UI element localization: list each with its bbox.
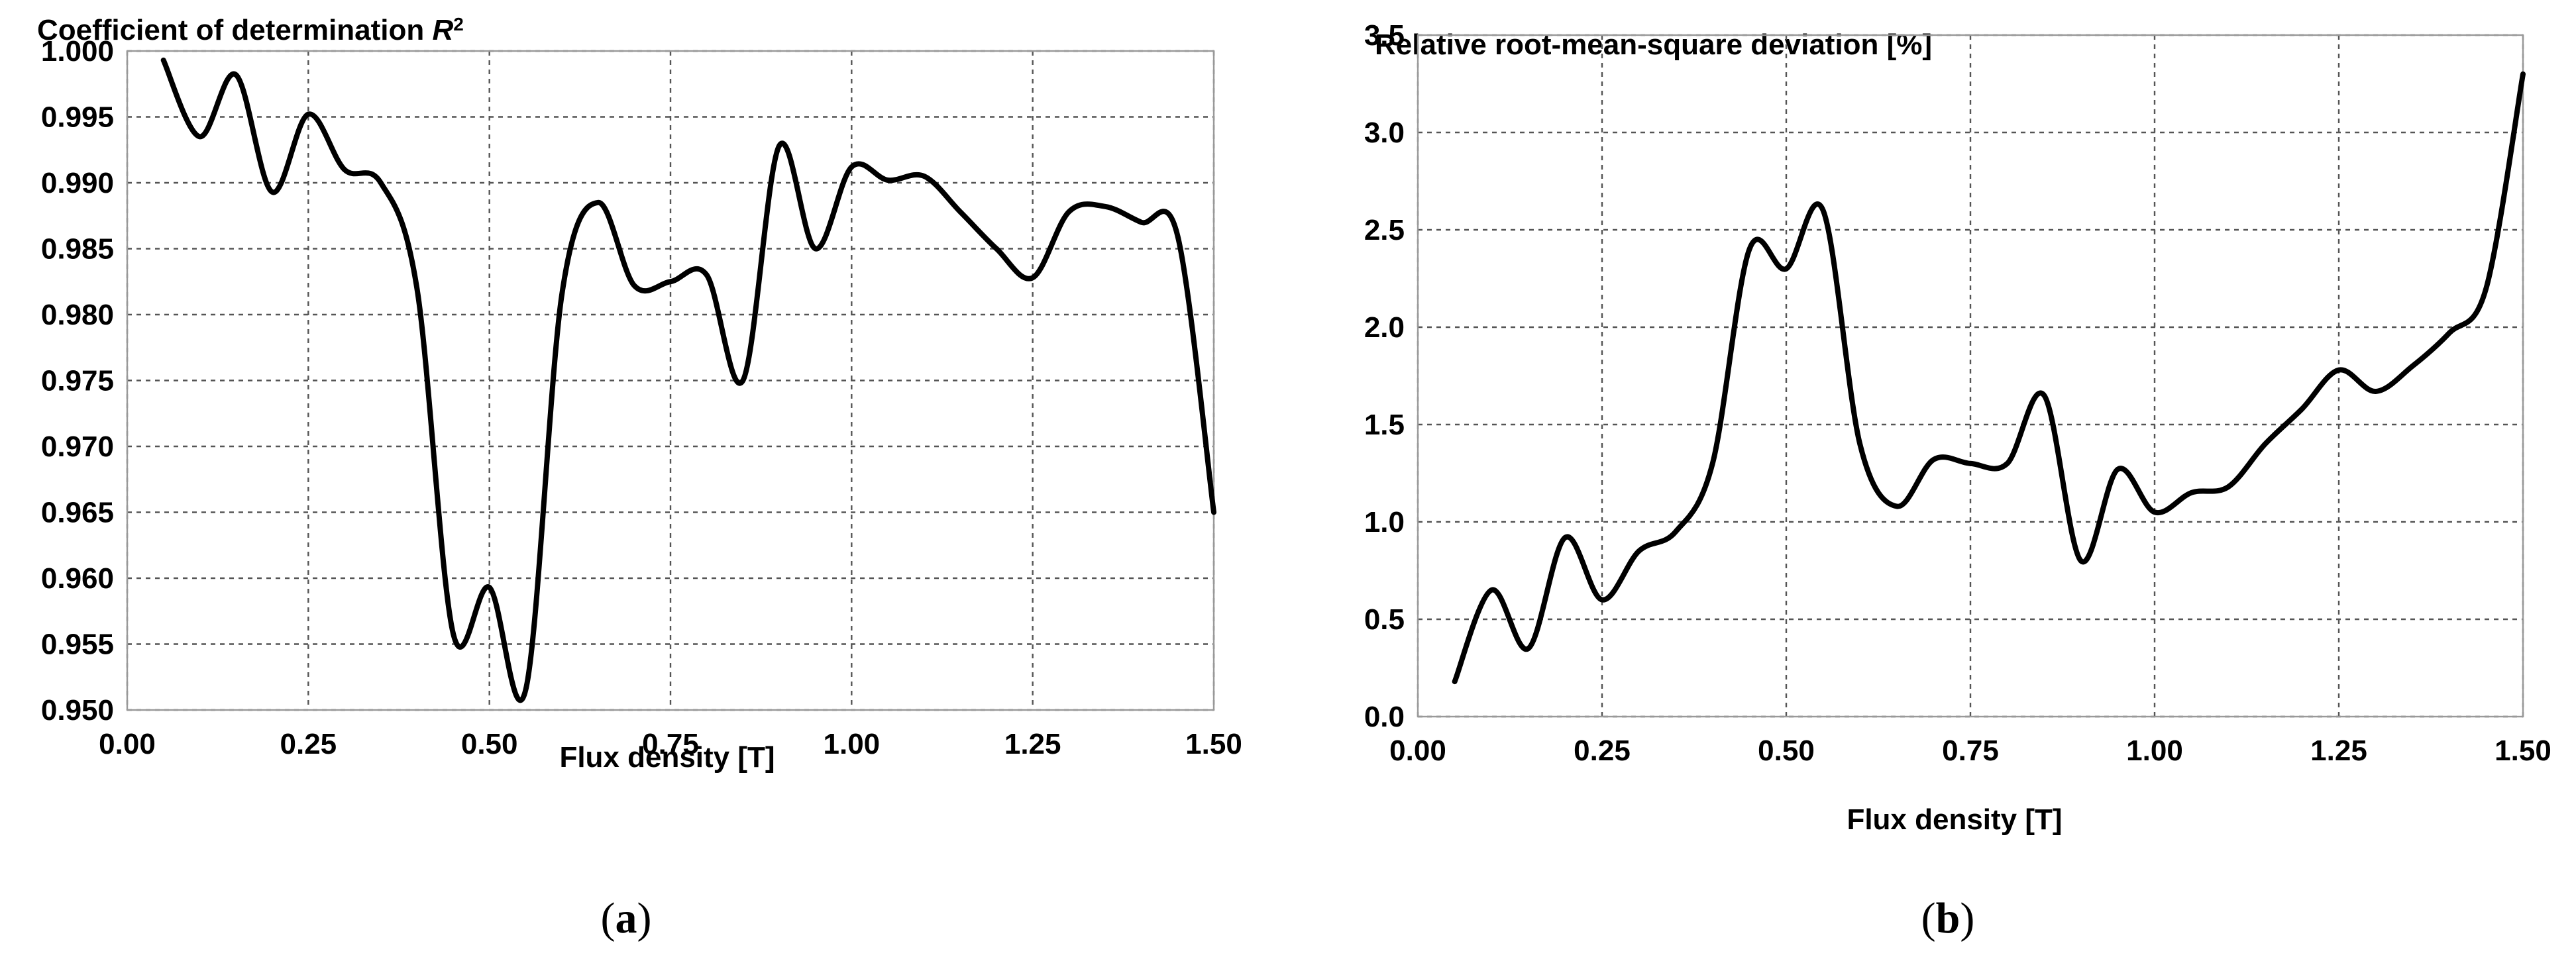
x-axis-ticks: 0.00 0.25 0.50 0.75 1.00 1.25 1.50 <box>99 728 1242 760</box>
x-tick-label: 0.25 <box>1574 734 1631 767</box>
x-axis-ticks: 0.00 0.25 0.50 0.75 1.00 1.25 1.50 <box>1389 734 2551 767</box>
x-tick-label: 1.00 <box>824 728 881 760</box>
y-tick-label: 1.000 <box>41 35 114 68</box>
grid-lines <box>1417 34 2524 718</box>
y-tick-label: 2.5 <box>1364 214 1405 246</box>
x-tick-label: 0.50 <box>1758 734 1815 767</box>
y-tick-label: 0.950 <box>41 694 114 727</box>
x-axis-title: Flux density [T] <box>1847 803 2062 836</box>
y-tick-label: 3.0 <box>1364 117 1405 149</box>
x-tick-label: 1.25 <box>1004 728 1061 760</box>
y-tick-label: 3.5 <box>1364 19 1405 52</box>
y-tick-label: 0.990 <box>41 167 114 199</box>
y-axis-ticks: 0.950 0.955 0.960 0.965 0.970 0.975 0.980 0.985… <box>41 35 114 727</box>
y-tick-label: 0.985 <box>41 233 114 266</box>
y-tick-label: 0.960 <box>41 562 114 595</box>
y-axis-ticks: 0.0 0.5 1.0 1.5 2.0 2.5 3.0 3.5 <box>1364 19 1405 733</box>
series-line <box>1452 71 2526 685</box>
chart-panel-a: Coefficient of determination R2 0.9500.9… <box>37 14 1242 942</box>
y-tick-label: 0.995 <box>41 101 114 134</box>
chart-title: Coefficient of determination R2 <box>37 14 464 46</box>
panel-label: (a) <box>601 894 652 942</box>
chart-title: Relative root-mean-square deviation [%] <box>1375 28 1932 61</box>
y-tick-label: 0.975 <box>41 365 114 397</box>
y-tick-label: 0.0 <box>1364 701 1405 733</box>
y-tick-label: 0.955 <box>41 629 114 661</box>
series-line <box>160 57 1216 703</box>
x-tick-label: 1.25 <box>2310 734 2367 767</box>
x-tick-label: 0.75 <box>1942 734 1999 767</box>
x-tick-label: 0.00 <box>99 728 156 760</box>
y-tick-label: 0.980 <box>41 299 114 331</box>
x-tick-label: 0.75 <box>642 728 699 760</box>
y-tick-label: 2.0 <box>1364 311 1405 344</box>
y-tick-label: 0.5 <box>1364 603 1405 636</box>
chart-panel-b: Relative root-mean-square deviation [%] … <box>1364 19 2551 942</box>
y-tick-label: 0.970 <box>41 430 114 463</box>
x-tick-label: 1.50 <box>1185 728 1242 760</box>
x-axis-title: Flux density [T] <box>559 741 775 774</box>
plot-area-border <box>126 50 1215 711</box>
x-tick-label: 1.50 <box>2495 734 2551 767</box>
y-tick-label: 1.0 <box>1364 506 1405 538</box>
panel-label: (b) <box>1921 894 1975 942</box>
x-tick-label: 1.00 <box>2126 734 2183 767</box>
plot-area-border <box>1417 34 2524 718</box>
x-tick-label: 0.00 <box>1389 734 1446 767</box>
y-tick-label: 0.965 <box>41 497 114 529</box>
x-tick-label: 0.25 <box>280 728 337 760</box>
y-tick-label: 1.5 <box>1364 409 1405 441</box>
x-tick-label: 0.50 <box>461 728 518 760</box>
